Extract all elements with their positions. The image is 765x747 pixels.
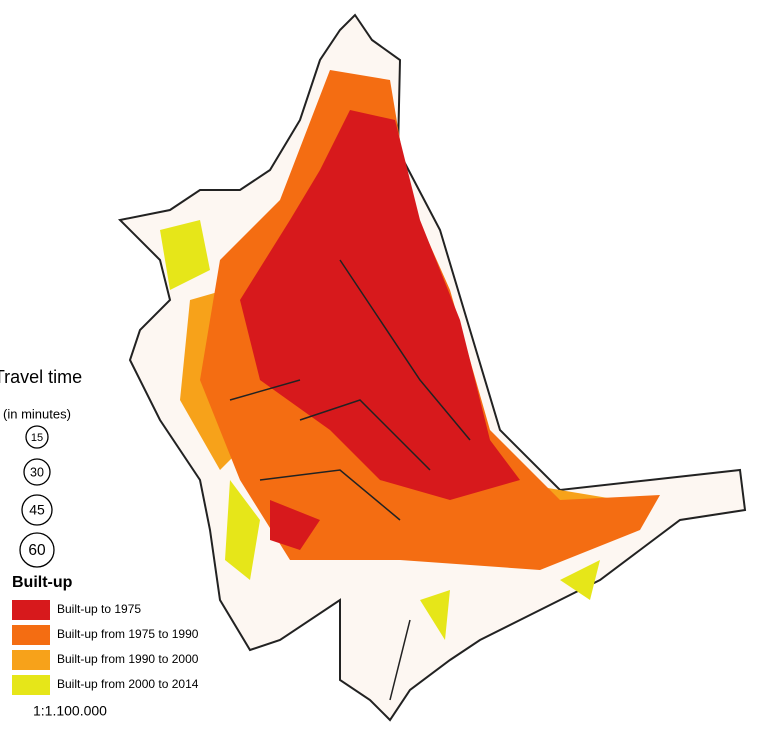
- travel-time-legend: Travel time (in minutes) 15 30 45 60: [0, 367, 82, 568]
- travel-time-circle: [19, 532, 55, 568]
- legend-label: Built-up from 1975 to 1990: [57, 627, 199, 641]
- travel-time-label: 15: [31, 432, 43, 444]
- travel-time-label: 60: [28, 542, 46, 559]
- legend-entries: Built-up to 1975 Built-up from 1975 to 19…: [12, 600, 199, 695]
- built-up-legend: Built-up Built-up to 1975 Built-up from 1…: [12, 574, 199, 695]
- legend-swatch: [12, 675, 50, 695]
- travel-time-circle: [23, 458, 51, 486]
- travel-time-circle: [25, 425, 49, 449]
- scale-label: 1:1.100.000: [33, 703, 107, 719]
- travel-time-circle: [21, 494, 53, 526]
- legend-swatch: [12, 650, 50, 670]
- legend-label: Built-up to 1975: [57, 602, 141, 616]
- travel-time-label: 45: [29, 502, 45, 518]
- legend-swatch: [12, 625, 50, 645]
- built-up-area: [160, 220, 600, 640]
- legend-swatch: [12, 600, 50, 620]
- circle-list: 15 30 45 60: [19, 425, 55, 568]
- road: [229, 259, 471, 701]
- map: [117, 13, 747, 722]
- legend-title: Travel time: [0, 367, 82, 387]
- legend-label: Built-up from 1990 to 2000: [57, 652, 199, 666]
- travel-time-label: 30: [30, 465, 44, 479]
- legend-subtitle: (in minutes): [3, 406, 71, 421]
- legend-title: Built-up: [12, 574, 73, 591]
- legend-label: Built-up from 2000 to 2014: [57, 677, 199, 691]
- built-up-area: [240, 110, 520, 550]
